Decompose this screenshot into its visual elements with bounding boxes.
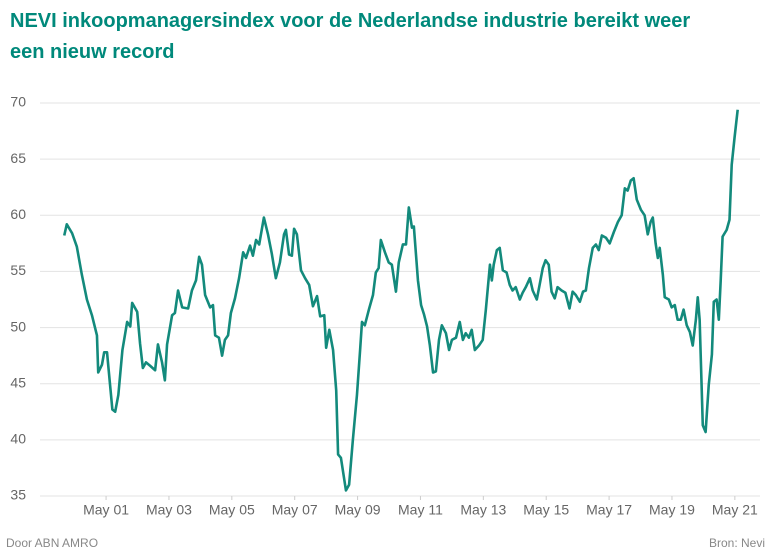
y-tick-label: 55 [10,262,26,278]
y-tick-label: 50 [10,318,26,334]
footer-source: Bron: Nevi [709,536,765,550]
chart-title: NEVI inkoopmanagersindex voor de Nederla… [10,10,690,32]
x-tick-label: May 19 [649,502,695,518]
y-tick-label: 45 [10,374,26,390]
y-tick-label: 70 [10,94,26,110]
x-tick-label: May 01 [83,502,129,518]
x-tick-label: May 13 [460,502,506,518]
data-line [62,109,739,492]
x-tick-label: May 07 [272,502,318,518]
x-tick-label: May 17 [586,502,632,518]
x-tick-label: May 09 [335,502,381,518]
y-tick-label: 40 [10,431,26,447]
chart-title: een nieuw record [10,41,175,63]
footer-source: Door ABN AMRO [6,536,98,550]
y-tick-label: 65 [10,150,26,166]
x-tick-label: May 03 [146,502,192,518]
y-tick-label: 60 [10,206,26,222]
x-tick-label: May 21 [712,502,758,518]
x-tick-label: May 11 [398,502,443,518]
x-tick-label: May 05 [209,502,255,518]
x-tick-label: May 15 [523,502,569,518]
y-tick-label: 35 [10,487,26,503]
